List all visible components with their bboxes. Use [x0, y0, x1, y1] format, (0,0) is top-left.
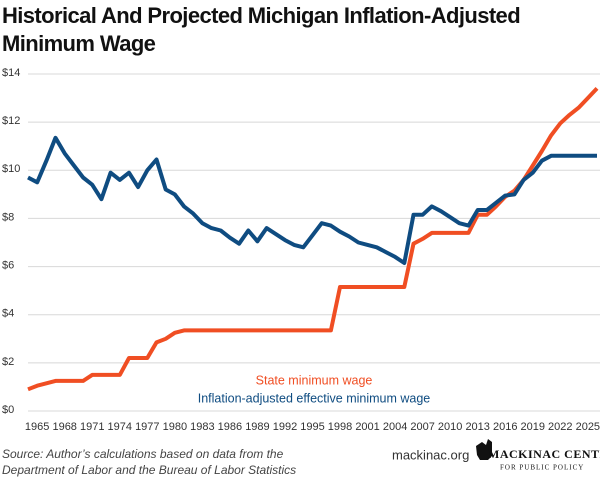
x-tick-label: 1995	[300, 421, 324, 433]
legend-label: State minimum wage	[256, 373, 373, 387]
x-tick-label: 2004	[383, 421, 407, 433]
x-tick-label: 2025	[576, 421, 600, 433]
x-tick-label: 1986	[218, 421, 242, 433]
x-tick-label: 2019	[521, 421, 545, 433]
y-tick-label: $4	[2, 308, 14, 320]
y-tick-label: $14	[2, 67, 20, 79]
x-tick-label: 1989	[245, 421, 269, 433]
x-tick-label: 1980	[163, 421, 187, 433]
line-series	[27, 135, 597, 265]
y-tick-label: $6	[2, 259, 14, 271]
source-note: Department of Labor and the Bureau of La…	[2, 463, 296, 477]
chart-title: Historical And Projected Michigan Inflat…	[2, 3, 520, 28]
x-tick-label: 1992	[273, 421, 297, 433]
source-note: Source: Author’s calculations based on d…	[2, 447, 284, 461]
x-tick-label: 1977	[135, 421, 159, 433]
x-tick-label: 1974	[108, 421, 132, 433]
y-tick-label: $10	[2, 163, 20, 175]
y-tick-label: $2	[2, 356, 14, 368]
x-tick-label: 1983	[190, 421, 214, 433]
x-tick-label: 1968	[52, 421, 76, 433]
logo-text: MACKINAC CENTER	[488, 447, 600, 461]
y-tick-label: $8	[2, 211, 14, 223]
logo-subtext: FOR PUBLIC POLICY	[500, 464, 584, 472]
x-tick-label: 1971	[80, 421, 104, 433]
website: mackinac.org	[392, 447, 469, 462]
x-tick-label: 2013	[465, 421, 489, 433]
y-tick-label: $12	[2, 115, 20, 127]
x-tick-label: 2010	[438, 421, 462, 433]
line-series	[27, 87, 599, 392]
x-tick-label: 2022	[548, 421, 572, 433]
logo-mark	[476, 439, 492, 460]
x-tick-label: 1965	[25, 421, 49, 433]
y-tick-label: $0	[2, 404, 14, 416]
x-tick-label: 2007	[410, 421, 434, 433]
x-tick-label: 1998	[328, 421, 352, 433]
legend-label: Inflation-adjusted effective minimum wag…	[198, 391, 431, 405]
x-tick-label: 2016	[493, 421, 517, 433]
x-tick-label: 2001	[355, 421, 379, 433]
chart-title: Minimum Wage	[2, 31, 156, 56]
